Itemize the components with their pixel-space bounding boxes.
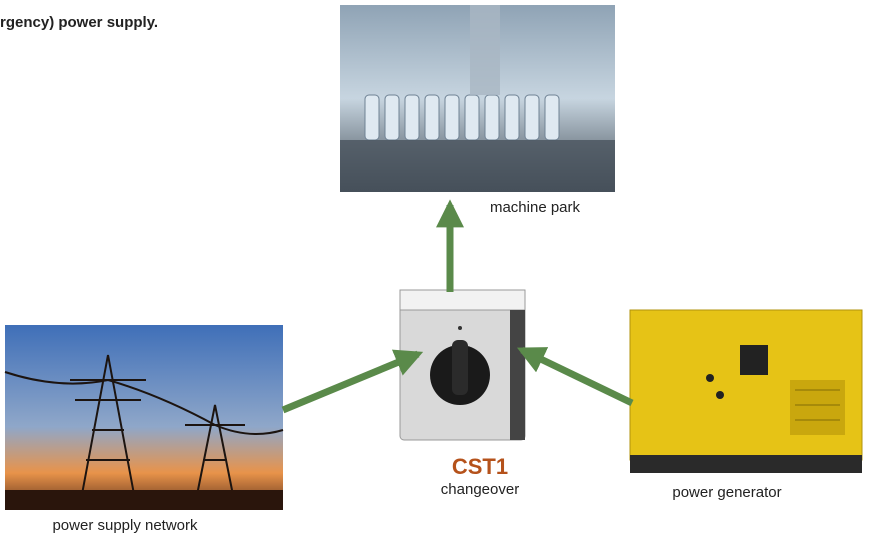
changeover-switch-image	[400, 290, 525, 440]
node-title: CST1	[452, 454, 508, 479]
generator-image	[630, 310, 862, 473]
node-label: machine park	[490, 199, 581, 216]
header-text: rgency) power supply.	[0, 14, 158, 31]
arrow	[522, 350, 632, 403]
node-label: power generator	[672, 484, 781, 501]
machine-park-image	[340, 5, 615, 192]
node-label: changeover	[441, 481, 519, 498]
power-network-image	[5, 325, 283, 510]
arrow	[283, 354, 418, 410]
diagram: rgency) power supply. machine park power…	[0, 0, 870, 538]
node-label: power supply network	[52, 517, 198, 534]
